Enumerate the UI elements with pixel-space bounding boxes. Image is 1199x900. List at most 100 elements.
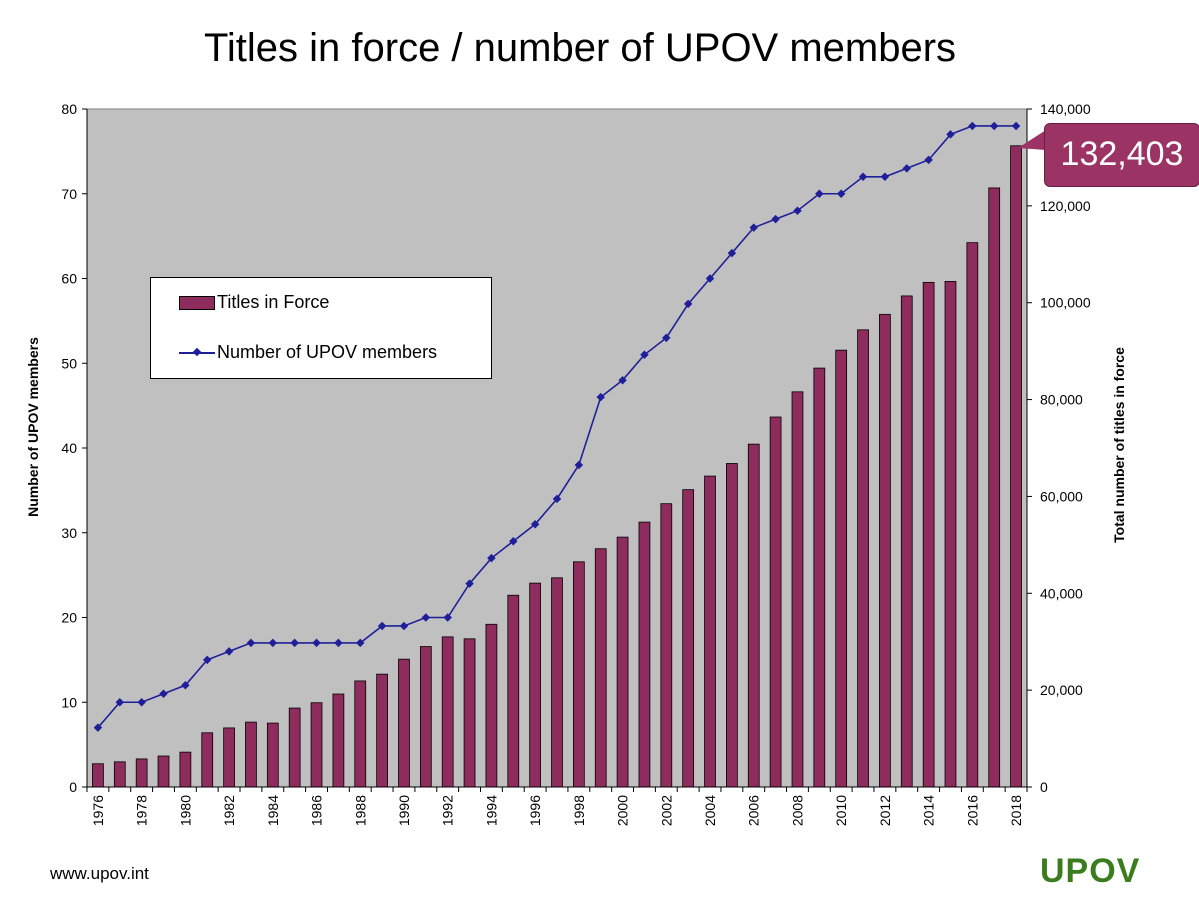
- y-right-tick-label: 20,000: [1040, 682, 1083, 698]
- x-tick-label: 1998: [571, 795, 587, 826]
- x-tick-label: 1978: [134, 795, 150, 826]
- bar-2017: [988, 187, 1001, 788]
- x-tick-label: 2002: [658, 795, 674, 826]
- y-left-tick-label: 80: [61, 101, 77, 117]
- member-point-1996: [530, 520, 540, 529]
- bar-1995: [507, 594, 520, 788]
- member-point-2002: [662, 333, 671, 343]
- y-left-tick-label: 0: [69, 779, 77, 795]
- bar-1984: [266, 722, 279, 788]
- bar-1982: [223, 727, 235, 788]
- bar-2004: [704, 475, 716, 788]
- member-point-1992: [443, 613, 452, 622]
- callout-pointer: [1018, 130, 1046, 150]
- bar-1981: [201, 732, 214, 788]
- bar-2018: [1010, 145, 1022, 788]
- member-point-1997: [552, 494, 562, 504]
- y-right-tick-label: 140,000: [1040, 101, 1091, 117]
- member-point-1993: [465, 579, 474, 588]
- x-tick-label: 2014: [921, 795, 937, 826]
- upov-logo-text: UPOV: [1040, 852, 1141, 890]
- member-point-1990: [399, 621, 409, 631]
- x-tick-label: 2018: [1008, 795, 1024, 826]
- member-point-1984: [268, 638, 278, 648]
- bar-1977: [113, 761, 126, 788]
- bar-2008: [791, 391, 804, 788]
- bar-2011: [857, 329, 869, 788]
- y-right-tick-label: 0: [1040, 779, 1048, 795]
- upov-logo: UPOV: [1040, 852, 1140, 891]
- bar-2003: [682, 489, 695, 788]
- y-left-tick-label: 60: [61, 271, 77, 287]
- bar-1998: [573, 561, 585, 788]
- x-tick-label: 1986: [309, 795, 325, 826]
- bar-1976: [92, 763, 104, 788]
- bar-1994: [485, 623, 498, 788]
- bar-1979: [157, 755, 170, 788]
- legend-label-titles: Titles in Force: [217, 292, 330, 312]
- member-point-1985: [290, 638, 299, 648]
- x-tick-label: 2016: [964, 795, 980, 826]
- member-point-1987: [334, 638, 343, 648]
- bar-1991: [419, 646, 432, 788]
- legend-bar-swatch: [179, 296, 215, 311]
- y-left-tick-label: 10: [61, 694, 77, 710]
- x-tick-label: 1988: [352, 795, 368, 826]
- legend-line-swatch: [179, 347, 215, 359]
- x-tick-label: 1980: [177, 795, 193, 826]
- member-point-1991: [421, 613, 431, 622]
- y-axis-left-label: Number of UPOV members: [25, 337, 41, 517]
- bar-2010: [835, 349, 848, 788]
- y-right-tick-label: 60,000: [1040, 488, 1083, 504]
- bar-1993: [463, 638, 476, 788]
- bar-2009: [813, 367, 826, 788]
- y-left-tick-label: 70: [61, 186, 77, 202]
- y-axis-right-label: Total number of titles in force: [1111, 347, 1127, 543]
- member-point-2000: [618, 375, 627, 385]
- member-point-2004: [705, 274, 715, 283]
- chart-title: Titles in force / number of UPOV members: [203, 26, 957, 70]
- bar-1978: [135, 758, 148, 788]
- x-tick-label: 2006: [746, 795, 762, 826]
- member-point-1994: [487, 553, 496, 563]
- footer-url[interactable]: www.upov.int: [50, 864, 149, 883]
- y-left-tick-label: 50: [61, 355, 77, 371]
- x-tick-label: 2004: [702, 795, 718, 826]
- bar-2005: [726, 463, 738, 788]
- y-right-tick-label: 120,000: [1040, 198, 1091, 214]
- x-tick-label: 2000: [615, 795, 631, 826]
- bar-2014: [922, 281, 935, 788]
- x-tick-label: 2010: [833, 795, 849, 826]
- member-point-1999: [596, 392, 605, 402]
- bar-1989: [376, 673, 388, 788]
- y-right-tick-label: 100,000: [1040, 295, 1091, 311]
- y-right-tick-label: 40,000: [1040, 585, 1083, 601]
- bar-1988: [354, 680, 367, 788]
- x-tick-label: 1996: [527, 795, 543, 826]
- bar-2007: [769, 416, 782, 788]
- y-left-tick-label: 30: [61, 525, 77, 541]
- member-point-2001: [640, 350, 649, 360]
- bar-1990: [398, 658, 410, 788]
- member-point-1995: [509, 536, 518, 546]
- bar-1997: [551, 577, 563, 788]
- x-tick-label: 2008: [789, 795, 805, 826]
- value-callout: 132,403: [1044, 123, 1199, 187]
- bar-1987: [332, 693, 345, 788]
- bar-2016: [966, 242, 979, 788]
- member-point-1989: [377, 621, 387, 631]
- bar-1985: [288, 707, 301, 788]
- x-tick-label: 1984: [265, 795, 281, 826]
- bar-1986: [310, 702, 323, 788]
- x-tick-label: 1976: [90, 795, 106, 826]
- bar-2015: [944, 281, 957, 788]
- bar-1980: [179, 751, 192, 788]
- member-point-1988: [356, 638, 365, 648]
- axes-group: 0 10 20 30 40 50 60 70 80 0 20,000 40,000 60,000 80,0…: [61, 101, 1090, 826]
- bar-2002: [660, 503, 673, 788]
- member-point-2003: [683, 299, 693, 309]
- bar-2000: [616, 536, 629, 788]
- bar-2001: [638, 521, 651, 788]
- x-tick-label: 1992: [440, 795, 456, 826]
